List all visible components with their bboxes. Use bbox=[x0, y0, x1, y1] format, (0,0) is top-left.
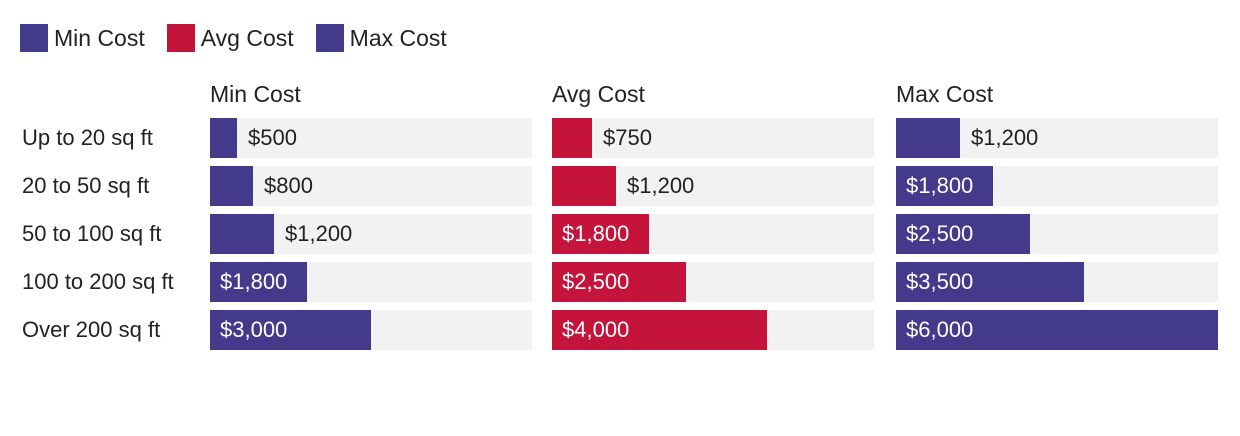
legend-swatch-min-cost bbox=[20, 24, 48, 52]
legend-label-max-cost: Max Cost bbox=[349, 25, 447, 51]
bar-avg-cost-over-200-sq-ft bbox=[552, 310, 767, 350]
bar-max-cost-up-to-20-sq-ft bbox=[896, 118, 960, 158]
bar-avg-cost-50-to-100-sq-ft bbox=[552, 214, 649, 254]
row-label-50-to-100-sq-ft: 50 to 100 sq ft bbox=[22, 221, 162, 246]
bar-track: $750 bbox=[552, 118, 874, 158]
panel-title-max-cost: Max Cost bbox=[896, 81, 994, 107]
bar-track: $3,000 bbox=[210, 310, 532, 350]
value-label-avg-cost-over-200-sq-ft: $4,000 bbox=[562, 317, 630, 342]
legend-swatch-avg-cost bbox=[166, 24, 195, 52]
bar-min-cost-50-to-100-sq-ft bbox=[210, 214, 274, 254]
bar-track: $1,800 bbox=[210, 262, 532, 302]
bar-max-cost-20-to-50-sq-ft bbox=[896, 166, 993, 206]
value-label-min-cost-20-to-50-sq-ft: $800 bbox=[264, 173, 313, 198]
value-label-min-cost-50-to-100-sq-ft: $1,200 bbox=[285, 221, 353, 246]
value-label-max-cost-up-to-20-sq-ft: $1,200 bbox=[971, 125, 1039, 150]
value-label-max-cost-100-to-200-sq-ft: $3,500 bbox=[906, 269, 974, 294]
legend-item-max-cost: Max Cost bbox=[315, 24, 447, 52]
bar-track: $800 bbox=[210, 166, 532, 206]
bar-max-cost-50-to-100-sq-ft bbox=[896, 214, 1030, 254]
legend-label-min-cost: Min Cost bbox=[54, 25, 145, 51]
value-label-avg-cost-20-to-50-sq-ft: $1,200 bbox=[627, 173, 695, 198]
value-label-avg-cost-50-to-100-sq-ft: $1,800 bbox=[562, 221, 630, 246]
row-label-100-to-200-sq-ft: 100 to 200 sq ft bbox=[22, 269, 174, 294]
bar-track: $1,200 bbox=[210, 214, 532, 254]
value-label-avg-cost-up-to-20-sq-ft: $750 bbox=[603, 125, 652, 150]
panel-title-avg-cost: Avg Cost bbox=[552, 81, 645, 107]
bar-avg-cost-20-to-50-sq-ft bbox=[552, 166, 616, 206]
bar-avg-cost-100-to-200-sq-ft bbox=[552, 262, 686, 302]
panel-title-min-cost: Min Cost bbox=[210, 81, 301, 107]
value-label-min-cost-up-to-20-sq-ft: $500 bbox=[248, 125, 297, 150]
bar-track: $3,500 bbox=[896, 262, 1218, 302]
value-label-min-cost-over-200-sq-ft: $3,000 bbox=[220, 317, 288, 342]
bar-min-cost-20-to-50-sq-ft bbox=[210, 166, 253, 206]
legend-label-avg-cost: Avg Cost bbox=[200, 25, 294, 51]
legend-item-avg-cost: Avg Cost bbox=[166, 24, 294, 52]
value-label-max-cost-over-200-sq-ft: $6,000 bbox=[906, 317, 974, 342]
bar-track: $2,500 bbox=[552, 262, 874, 302]
bar-min-cost-over-200-sq-ft bbox=[210, 310, 371, 350]
bar-track: $500 bbox=[210, 118, 532, 158]
value-label-max-cost-50-to-100-sq-ft: $2,500 bbox=[906, 221, 974, 246]
bar-min-cost-100-to-200-sq-ft bbox=[210, 262, 307, 302]
bar-avg-cost-up-to-20-sq-ft bbox=[552, 118, 592, 158]
bar-track: $1,200 bbox=[896, 118, 1218, 158]
row-label-20-to-50-sq-ft: 20 to 50 sq ft bbox=[22, 173, 150, 198]
bar-max-cost-over-200-sq-ft bbox=[896, 310, 1218, 350]
value-label-max-cost-20-to-50-sq-ft: $1,800 bbox=[906, 173, 974, 198]
legend-item-min-cost: Min Cost bbox=[20, 24, 145, 52]
row-label-over-200-sq-ft: Over 200 sq ft bbox=[22, 317, 161, 342]
bar-track: $6,000 bbox=[896, 310, 1218, 350]
value-label-avg-cost-100-to-200-sq-ft: $2,500 bbox=[562, 269, 630, 294]
row-label-up-to-20-sq-ft: Up to 20 sq ft bbox=[22, 125, 153, 150]
bar-max-cost-100-to-200-sq-ft bbox=[896, 262, 1084, 302]
bar-track: $1,200 bbox=[552, 166, 874, 206]
bar-track: $4,000 bbox=[552, 310, 874, 350]
bar-track: $1,800 bbox=[552, 214, 874, 254]
bar-track: $2,500 bbox=[896, 214, 1218, 254]
legend-swatch-max-cost bbox=[315, 24, 344, 52]
value-label-min-cost-100-to-200-sq-ft: $1,800 bbox=[220, 269, 288, 294]
bar-min-cost-up-to-20-sq-ft bbox=[210, 118, 237, 158]
bar-track: $1,800 bbox=[896, 166, 1218, 206]
legend: Min Cost Avg Cost Max Cost bbox=[20, 24, 469, 52]
